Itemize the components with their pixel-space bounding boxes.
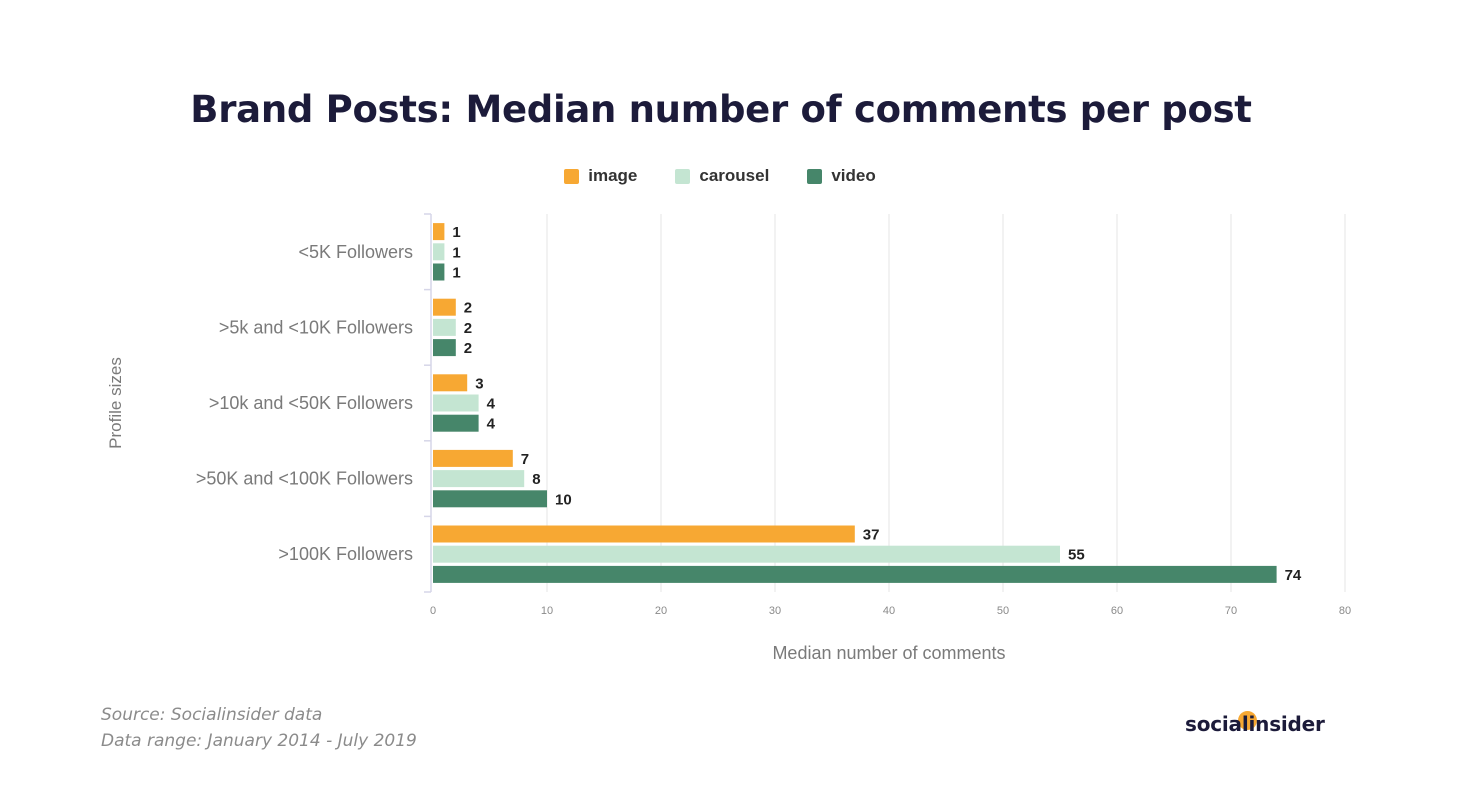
bar-image	[433, 374, 468, 392]
data-label: 4	[487, 396, 496, 413]
data-label: 55	[1068, 547, 1085, 564]
data-label: 1	[452, 265, 460, 282]
category-label: >10k and <50K Followers	[209, 393, 413, 413]
x-tick-label: 50	[997, 605, 1009, 617]
data-label: 2	[464, 320, 472, 337]
brand-logo: socialinsider	[1185, 712, 1325, 736]
legend-swatch	[675, 168, 691, 184]
x-tick-label: 10	[541, 605, 553, 617]
chart-legend: image carousel video	[0, 166, 1440, 186]
category-label: <5K Followers	[298, 242, 413, 262]
data-label: 2	[464, 340, 472, 357]
x-tick-label: 0	[430, 605, 436, 617]
category-label: >5k and <10K Followers	[219, 317, 413, 337]
data-label: 1	[452, 224, 460, 241]
legend-item-carousel: carousel	[675, 166, 769, 186]
bar-image	[433, 449, 513, 467]
legend-label: carousel	[699, 166, 770, 185]
y-axis-title: Profile sizes	[106, 357, 125, 449]
chart-title: Brand Posts: Median number of comments p…	[190, 88, 1252, 131]
bar-video	[433, 565, 1277, 583]
category-label: >100K Followers	[278, 544, 413, 564]
bar-video	[433, 414, 479, 432]
bar-image	[433, 223, 445, 241]
data-label: 37	[863, 527, 880, 544]
bar-video	[433, 490, 547, 508]
legend-item-image: image	[564, 166, 637, 186]
x-axis-title: Median number of comments	[772, 643, 1005, 663]
bar-carousel	[433, 318, 456, 336]
data-label: 7	[521, 451, 529, 468]
legend-swatch	[564, 168, 580, 184]
data-label: 3	[475, 375, 483, 392]
x-tick-label: 80	[1339, 605, 1351, 617]
data-label: 1	[452, 244, 460, 261]
data-label: 74	[1285, 567, 1302, 584]
brand-logo-mark-icon	[1238, 711, 1257, 730]
x-tick-label: 40	[883, 605, 895, 617]
legend-swatch	[807, 168, 823, 184]
x-tick-label: 60	[1111, 605, 1123, 617]
legend-label: image	[588, 166, 638, 185]
bar-carousel	[433, 243, 445, 261]
data-label: 2	[464, 300, 472, 317]
category-label: >50K and <100K Followers	[196, 469, 413, 489]
data-label: 8	[532, 471, 540, 488]
x-tick-label: 70	[1225, 605, 1237, 617]
bar-video	[433, 339, 456, 357]
x-tick-label: 30	[769, 605, 781, 617]
bar-image	[433, 298, 456, 316]
x-tick-label: 20	[655, 605, 667, 617]
bar-carousel	[433, 470, 525, 488]
legend-item-video: video	[807, 166, 876, 186]
legend-label: video	[831, 166, 876, 185]
source-note: Source: Socialinsider data Data range: J…	[101, 702, 417, 754]
date-range-text: Data range: January 2014 - July 2019	[101, 731, 417, 751]
data-label: 4	[487, 416, 496, 433]
bar-image	[433, 525, 855, 543]
bar-carousel	[433, 545, 1060, 563]
source-text: Source: Socialinsider data	[101, 705, 323, 725]
bar-video	[433, 263, 445, 281]
bar-carousel	[433, 394, 479, 412]
data-label: 10	[555, 491, 572, 508]
